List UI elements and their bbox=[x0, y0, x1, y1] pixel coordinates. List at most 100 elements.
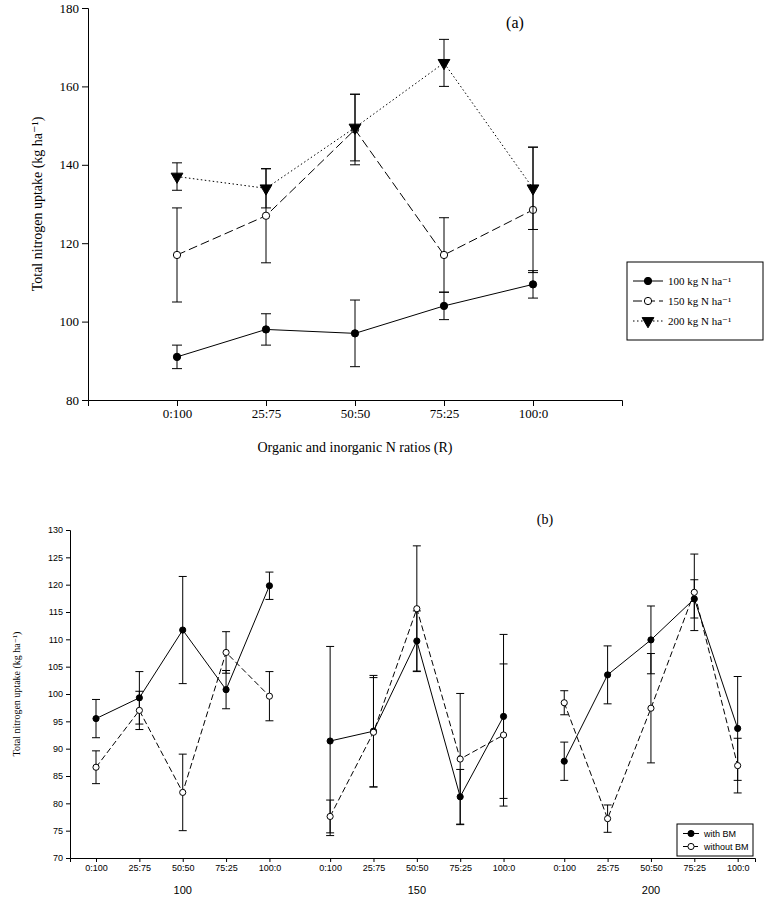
data-point bbox=[440, 251, 447, 258]
error-bar-cap bbox=[261, 313, 271, 314]
tick: 25:75 bbox=[363, 858, 386, 873]
tick-label: 50:50 bbox=[640, 863, 663, 873]
tick-label: 75:25 bbox=[430, 406, 460, 421]
error-bar-cap bbox=[350, 300, 360, 301]
error-bar-cap bbox=[326, 832, 334, 833]
tick: 130 bbox=[48, 525, 70, 535]
error-bar-cap bbox=[172, 190, 182, 191]
tick: 125 bbox=[48, 553, 70, 563]
tick-label: 80 bbox=[66, 393, 79, 408]
data-point bbox=[173, 353, 180, 360]
error-bar-cap bbox=[350, 94, 360, 95]
tick-mark bbox=[66, 749, 70, 750]
tick-mark bbox=[533, 400, 534, 406]
error-bar-cap bbox=[604, 832, 612, 833]
error-bar-cap bbox=[261, 262, 271, 263]
error-bar-cap bbox=[179, 683, 187, 684]
panel: 801001201401601800:10025:7550:5075:25100… bbox=[30, 1, 763, 456]
tick: 105 bbox=[48, 662, 70, 672]
data-point bbox=[605, 672, 611, 678]
data-point bbox=[223, 687, 229, 693]
tick-label: 50:50 bbox=[172, 863, 195, 873]
tick: 100 bbox=[48, 689, 70, 699]
error-bar bbox=[261, 169, 271, 208]
series-line bbox=[564, 592, 737, 818]
error-bar-cap bbox=[456, 824, 464, 825]
tick-label: 90 bbox=[53, 744, 63, 754]
error-bar bbox=[604, 805, 612, 832]
error-bar-cap bbox=[690, 630, 698, 631]
series bbox=[172, 94, 538, 302]
tick-label: 75:25 bbox=[449, 863, 472, 873]
tick: 95 bbox=[53, 717, 70, 727]
error-bar-cap bbox=[172, 162, 182, 163]
error-bar-cap bbox=[265, 599, 273, 600]
error-bar bbox=[413, 546, 421, 672]
tick-label: 125 bbox=[48, 553, 63, 563]
error-bar-cap bbox=[172, 368, 182, 369]
tick-mark bbox=[66, 803, 70, 804]
error-bar-cap bbox=[500, 663, 508, 664]
error-bar-cap bbox=[734, 676, 742, 677]
error-bar-cap bbox=[528, 272, 538, 273]
error-bar bbox=[456, 693, 464, 824]
data-point bbox=[527, 185, 539, 195]
tick: 75 bbox=[53, 826, 70, 836]
tick-mark bbox=[417, 858, 418, 862]
tick: 25:75 bbox=[129, 858, 152, 873]
data-point bbox=[180, 627, 186, 633]
tick-mark bbox=[82, 400, 88, 401]
tick-label: 100:0 bbox=[519, 406, 549, 421]
tick-mark bbox=[177, 400, 178, 406]
tick-label: 100:0 bbox=[259, 863, 282, 873]
tick-label: 70 bbox=[53, 853, 63, 863]
error-bar bbox=[265, 572, 273, 599]
y-axis: 707580859095100105110115120125130 bbox=[48, 525, 71, 863]
error-bar-cap bbox=[92, 783, 100, 784]
error-bar-cap bbox=[528, 147, 538, 148]
tick-label: 75 bbox=[53, 826, 63, 836]
tick-label: 0:100 bbox=[553, 863, 576, 873]
tick-label: 180 bbox=[60, 1, 80, 16]
error-bar-cap bbox=[369, 675, 377, 676]
error-bar-stem bbox=[533, 147, 534, 272]
tick-label: 85 bbox=[53, 771, 63, 781]
error-bar-cap bbox=[179, 830, 187, 831]
error-bar-cap bbox=[439, 292, 449, 293]
legend-label: 150 kg N ha⁻¹ bbox=[668, 295, 731, 307]
chart-title: (b) bbox=[537, 512, 554, 528]
error-bar-cap bbox=[528, 298, 538, 299]
data-point bbox=[327, 813, 333, 819]
y-axis-label: Total nitrogen uptake (kg ha⁻¹) bbox=[30, 116, 46, 291]
series bbox=[172, 271, 538, 369]
tick: 50:50 bbox=[406, 858, 429, 873]
error-bar-cap bbox=[369, 677, 377, 678]
error-bar-cap bbox=[604, 645, 612, 646]
tick: 50:50 bbox=[172, 858, 195, 873]
legend: with BMwithout BM bbox=[677, 824, 753, 856]
tick-mark bbox=[66, 694, 70, 695]
error-bar-cap bbox=[172, 345, 182, 346]
data-point bbox=[260, 185, 272, 195]
error-bar-cap bbox=[439, 319, 449, 320]
error-bar bbox=[690, 554, 698, 631]
axis-line bbox=[89, 401, 623, 407]
error-bar bbox=[439, 39, 449, 86]
legend-marker bbox=[644, 277, 651, 284]
legend-marker bbox=[644, 297, 651, 304]
tick-label: 50:50 bbox=[406, 863, 429, 873]
tick-label: 100 bbox=[48, 689, 63, 699]
tick: 0:100 bbox=[319, 858, 342, 873]
tick-mark bbox=[183, 858, 184, 862]
tick-mark bbox=[694, 858, 695, 862]
error-bar-cap bbox=[326, 800, 334, 801]
legend-box bbox=[677, 824, 753, 856]
tick: 180 bbox=[60, 1, 89, 16]
tick-mark bbox=[355, 400, 356, 406]
tick-label: 100 bbox=[60, 314, 80, 329]
tick: 75:25 bbox=[449, 858, 472, 873]
tick-mark bbox=[66, 858, 70, 859]
legend: 100 kg N ha⁻¹150 kg N ha⁻¹200 kg N ha⁻¹ bbox=[627, 262, 763, 340]
data-point bbox=[173, 251, 180, 258]
error-bar-cap bbox=[222, 708, 230, 709]
